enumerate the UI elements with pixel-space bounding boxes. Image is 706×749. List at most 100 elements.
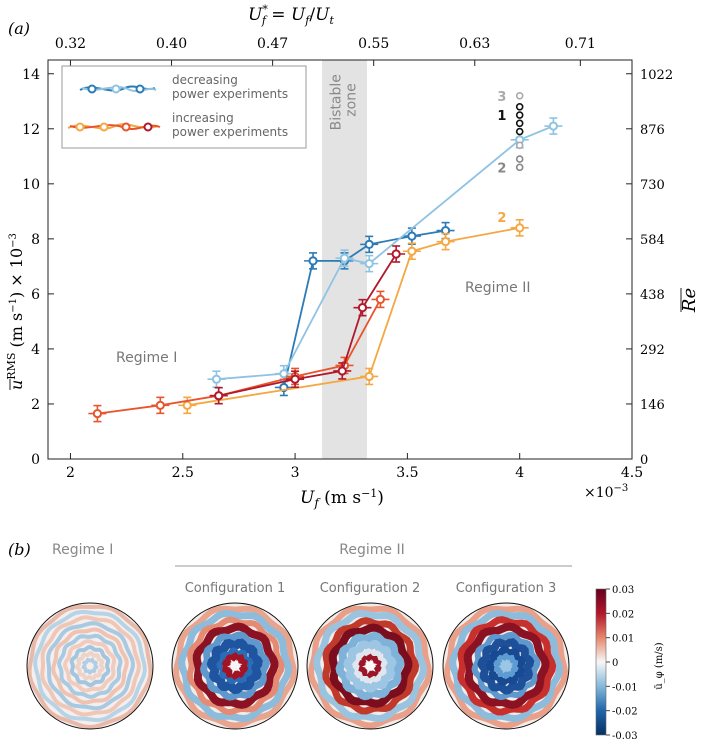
data-point: [279, 369, 289, 379]
legend-increasing-line2: power experiments: [172, 125, 288, 139]
bistable-zone-line2: zone: [343, 83, 359, 116]
x-tick-label: 3: [291, 465, 300, 481]
legend: decreasing power experiments increasing …: [61, 65, 307, 149]
x-tick-label: 2: [66, 465, 75, 481]
data-point: [337, 366, 347, 376]
y-tick-label: 6: [31, 287, 40, 303]
config-2-label: Configuration 2: [320, 581, 421, 596]
data-point: [364, 239, 374, 249]
top-tick-label: 0.63: [459, 36, 490, 52]
data-point: [92, 408, 103, 419]
state-circle: [515, 91, 524, 100]
right-tick-label: 730: [640, 178, 665, 193]
disk-outline: [26, 602, 154, 730]
annotations: 3 1 2 2: [497, 90, 524, 226]
series-increasing-orange: [178, 219, 529, 415]
flow-ring: [199, 631, 271, 701]
colorbar-tick-label: 0.03: [612, 585, 634, 596]
panel-b-regime2-label: Regime II: [339, 542, 404, 558]
flow-ring: [74, 651, 105, 681]
flow-ring: [322, 617, 420, 715]
colorbar-tick-label: -0.03: [612, 731, 638, 742]
legend-increasing-marker: [67, 122, 161, 132]
flow-ring: [335, 631, 405, 701]
data-point: [211, 374, 222, 384]
right-tick-label: 292: [640, 343, 665, 358]
regime-1-label: Regime I: [116, 350, 177, 366]
flow-ring: [352, 648, 388, 684]
flow-ring: [63, 639, 117, 693]
flow-ring: [308, 605, 432, 729]
right-tick-label: 1022: [640, 68, 673, 83]
flow-ring: [40, 615, 142, 717]
flow-ring: [477, 638, 535, 695]
flow-ring: [449, 609, 563, 723]
state-circle: [515, 119, 524, 128]
disk-regime-1: [27, 603, 153, 729]
annotation-label: 1: [497, 109, 506, 124]
colorbar-tick-label: 0: [612, 658, 618, 669]
y-tick-label: 10: [22, 177, 40, 193]
data-point: [407, 246, 417, 256]
top-tick-label: 0.55: [358, 36, 389, 52]
x-tick-label: 4.5: [621, 465, 643, 481]
top-tick-label: 0.40: [156, 36, 187, 52]
flow-ring: [46, 621, 135, 711]
data-point: [515, 223, 525, 233]
state-circle: [515, 141, 524, 150]
flow-ring: [173, 605, 297, 729]
flow-ring: [81, 657, 99, 675]
flow-ring: [216, 647, 254, 685]
series-line: [282, 229, 446, 388]
flow-ring: [362, 659, 378, 675]
y-axis-title: uRMS (m s−1) × 10−3: [5, 233, 26, 390]
annotation-label: 2: [497, 161, 506, 176]
data-point: [155, 400, 165, 410]
disk-configuration-1: [172, 603, 298, 729]
y-tick-label: 12: [22, 122, 40, 138]
flow-ring: [178, 609, 292, 723]
x-tick-label: 3.5: [396, 465, 418, 481]
right-tick-label: 0: [640, 453, 648, 468]
regime-2-label: Regime II: [465, 280, 530, 296]
flow-ring: [192, 622, 279, 709]
data-point: [214, 391, 224, 401]
data-point: [440, 237, 451, 247]
colorbar-tick-label: 0.01: [612, 634, 634, 645]
right-axis-title: Re: [679, 288, 700, 313]
disk-outline: [171, 602, 299, 730]
data-point: [357, 303, 368, 313]
flow-ring: [51, 627, 129, 705]
state-circle: [515, 127, 524, 136]
data-point: [391, 249, 401, 259]
data-point: [364, 259, 374, 269]
disk-configuration-3: [443, 603, 569, 729]
colorbar-tick-label: 0.02: [612, 609, 634, 620]
x-tick-label: 2.5: [172, 465, 194, 481]
right-tick-label: 146: [640, 398, 665, 413]
annotation-label: 3: [497, 90, 506, 105]
flow-ring: [57, 633, 123, 699]
data-point: [375, 294, 386, 304]
flow-ring: [485, 645, 526, 686]
legend-decreasing-line1: decreasing: [172, 73, 238, 87]
flow-ring: [227, 659, 243, 675]
flow-ring: [313, 609, 427, 723]
state-circle: [515, 102, 524, 111]
state-circle: [515, 163, 524, 172]
y-tick-label: 0: [31, 452, 40, 468]
flow-ring: [343, 640, 397, 693]
top-tick-label: 0.32: [55, 36, 86, 52]
legend-increasing-line1: increasing: [172, 111, 234, 125]
x-multiplier: ×10−3: [584, 483, 628, 501]
right-tick-label: 438: [640, 288, 665, 303]
x-tick-label: 4: [515, 465, 524, 481]
panel-a-label: (a): [8, 19, 30, 38]
series-line: [216, 125, 554, 381]
right-tick-label: 876: [640, 123, 665, 138]
colorbar-label: ū_φ (m/s): [654, 642, 665, 690]
colorbar-ticks: 0.03 0.02 0.01 0 -0.01 -0.02 -0.03: [606, 585, 638, 742]
y-tick-label: 14: [22, 67, 40, 83]
flow-ring: [186, 616, 285, 716]
top-axis-title: U* f = Uf/Ut: [248, 3, 334, 27]
